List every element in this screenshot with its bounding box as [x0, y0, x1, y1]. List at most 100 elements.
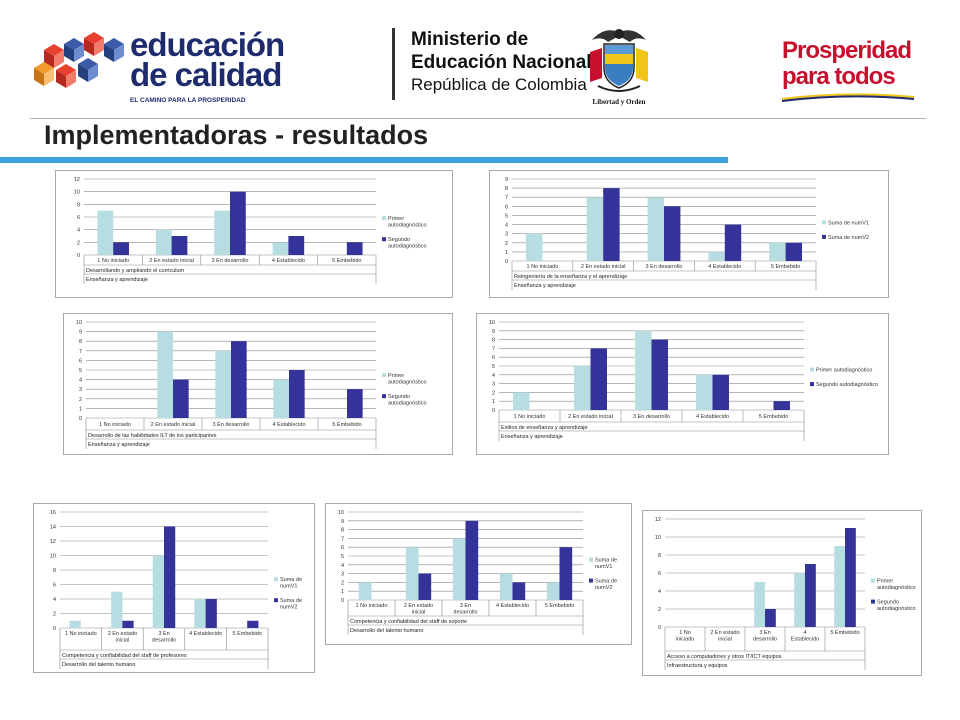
bar [724, 224, 742, 261]
category-label: 5 Embebido [332, 258, 361, 264]
y-tick-label: 5 [492, 364, 495, 370]
y-tick-label: 1 [492, 399, 495, 405]
y-tick-label: 10 [76, 320, 82, 326]
category-label: 4 Establecido [708, 264, 741, 270]
bar [122, 620, 134, 628]
bar [214, 210, 230, 255]
y-tick-label: 8 [341, 528, 344, 534]
bar [97, 210, 114, 255]
subgroup-label: Competencia y confiabilidad del staff de… [350, 619, 467, 625]
legend-label: autodiagnóstico [388, 401, 427, 407]
legend-label: numV1 [595, 564, 612, 570]
bar [794, 573, 805, 627]
y-tick-label: 12 [655, 517, 661, 523]
bar [603, 188, 620, 261]
group-label: Desarrollo del talento humano [62, 662, 135, 668]
legend-label: numV2 [595, 585, 612, 591]
legend-label: Suma de numV1 [828, 220, 869, 226]
y-tick-label: 7 [341, 536, 344, 542]
bar [712, 374, 729, 410]
legend-swatch [382, 394, 386, 399]
subgroup-label: Estilos de enseñanza y aprendizaje [501, 425, 588, 431]
y-tick-label: 10 [489, 320, 495, 326]
y-tick-label: 6 [77, 215, 80, 221]
bar [231, 341, 247, 418]
y-tick-label: 0 [505, 259, 508, 265]
y-tick-label: 5 [79, 368, 82, 374]
y-tick-label: 0 [53, 626, 56, 632]
bar [559, 547, 573, 600]
category-label: inicial [718, 637, 732, 643]
bar [205, 599, 217, 628]
category-label: 3 En desarrollo [212, 258, 249, 264]
ministry-line1: Ministerio de [411, 29, 529, 50]
y-tick-label: 9 [505, 177, 508, 183]
chart-staff-profesores: 0 2 4 6 8 10 12 14 16 1 No iniciado 2 En estado ini… [33, 503, 315, 673]
y-tick-label: 16 [50, 510, 56, 516]
bar [546, 582, 560, 600]
category-label: desarrollo [753, 637, 777, 643]
subgroup-label: Acceso a computadores y otros IT/ICT equ… [667, 654, 782, 660]
y-tick-label: 4 [341, 563, 344, 569]
legend-label: autodiagnóstico [877, 606, 916, 612]
category-label: desarrollo [152, 638, 176, 644]
bar [194, 599, 206, 628]
category-label: inicial [412, 610, 426, 616]
y-tick-label: 5 [505, 213, 508, 219]
y-tick-label: 3 [505, 232, 508, 238]
flag-swoosh-icon [782, 93, 914, 102]
bar [418, 573, 432, 600]
legend-label: Segundo [877, 600, 899, 606]
bar [664, 206, 681, 261]
category-label: 1 No iniciado [65, 631, 97, 637]
y-tick-label: 6 [341, 545, 344, 551]
category-label: 5 Embebido [759, 414, 788, 420]
category-label: 3 En [460, 603, 471, 609]
prosperity-logo: Prosperidad para todos [782, 38, 914, 102]
y-tick-label: 8 [79, 339, 82, 345]
category-label: 1 No iniciado [356, 603, 388, 609]
y-tick-label: 0 [658, 625, 661, 631]
bar [586, 197, 604, 261]
y-tick-label: 5 [341, 554, 344, 560]
legend-label: autodiagnóstico [388, 223, 427, 229]
legend-swatch [822, 220, 826, 225]
subgroup-label: Desarrollo de las habilidades ILT de los… [88, 433, 217, 439]
category-label: 2 En estado inicial [149, 258, 194, 264]
category-label: 1 No iniciado [527, 264, 559, 270]
y-tick-label: 6 [53, 583, 56, 589]
legend-swatch [589, 557, 593, 562]
y-tick-label: 4 [658, 589, 661, 595]
y-tick-label: 3 [492, 382, 495, 388]
category-label: 5 Embebido [332, 422, 361, 428]
logo-line2: de calidad [130, 56, 282, 93]
category-label: 4 Establecido [496, 603, 529, 609]
chart-svg: 0 2 4 6 8 10 12 1 No iniciado 2 En estado inicia… [74, 177, 427, 284]
y-tick-label: 6 [505, 204, 508, 210]
legend-label: numV2 [280, 605, 297, 611]
y-tick-label: 6 [79, 358, 82, 364]
bar [765, 609, 776, 627]
ministry-logo: Ministerio de Educación Nacional Repúbli… [392, 28, 592, 100]
y-tick-label: 4 [505, 223, 508, 229]
chart-svg: 0 2 4 6 8 10 12 14 16 1 No iniciado 2 En estadoini… [50, 510, 302, 669]
y-tick-label: 2 [77, 240, 80, 246]
category-label: 1 No iniciado [99, 422, 131, 428]
y-tick-label: 8 [77, 202, 80, 208]
category-label: 3 En [158, 631, 169, 637]
legend-label: Primer [388, 373, 404, 379]
legend-swatch [871, 599, 875, 604]
category-label: 5 Embebido [545, 603, 574, 609]
bar [173, 379, 189, 418]
chart-estilos: 0 1 2 3 4 5 6 7 8 9 10 1 No iniciado 2 En estado ini… [476, 313, 889, 455]
category-label: 4 Establecido [272, 422, 305, 428]
category-label: 4 Establecido [189, 631, 222, 637]
category-label: 2 En estado [710, 630, 739, 636]
y-tick-label: 1 [505, 250, 508, 256]
category-label: 3 En [759, 630, 770, 636]
y-tick-label: 8 [492, 338, 495, 344]
bar [113, 242, 129, 255]
y-tick-label: 7 [505, 195, 508, 201]
category-label: 5 Embebido [233, 631, 262, 637]
